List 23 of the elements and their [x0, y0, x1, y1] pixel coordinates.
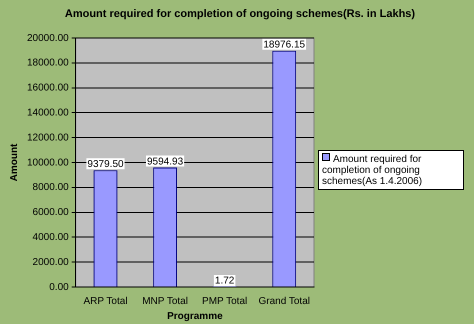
- x-tick-label: MNP Total: [142, 296, 188, 307]
- x-axis-title: Programme: [167, 310, 224, 322]
- y-axis-title: Amount: [8, 142, 20, 182]
- data-label: 1.72: [214, 276, 235, 287]
- y-tick-label: 18000.00: [26, 58, 70, 69]
- x-tick-label: PMP Total: [202, 296, 248, 307]
- y-tick-label: 4000.00: [32, 232, 70, 243]
- x-tick-label: Grand Total: [258, 296, 310, 307]
- data-label: 9594.93: [146, 156, 184, 168]
- x-tick-label: ARP Total: [83, 296, 128, 307]
- y-tick-label: 0.00: [49, 282, 70, 293]
- data-label: 9379.50: [87, 158, 124, 170]
- y-tick-label: 8000.00: [32, 182, 70, 194]
- legend-label: Amount required for completion of ongoing schemes(As 1.4.2006): [322, 153, 424, 187]
- y-tick-label: 12000.00: [26, 132, 70, 144]
- y-tick-label: 14000.00: [26, 107, 70, 118]
- y-tick-label: 16000.00: [26, 82, 70, 94]
- y-tick-label: 2000.00: [32, 256, 70, 268]
- y-tick-label: 20000.00: [26, 32, 70, 44]
- y-tick-label: 6000.00: [32, 207, 70, 218]
- y-tick-label: 10000.00: [26, 157, 70, 168]
- data-label: 18976.15: [263, 39, 306, 50]
- chart-title: Amount required for completion of ongoing schemes(Rs. in Lakhs): [64, 8, 416, 21]
